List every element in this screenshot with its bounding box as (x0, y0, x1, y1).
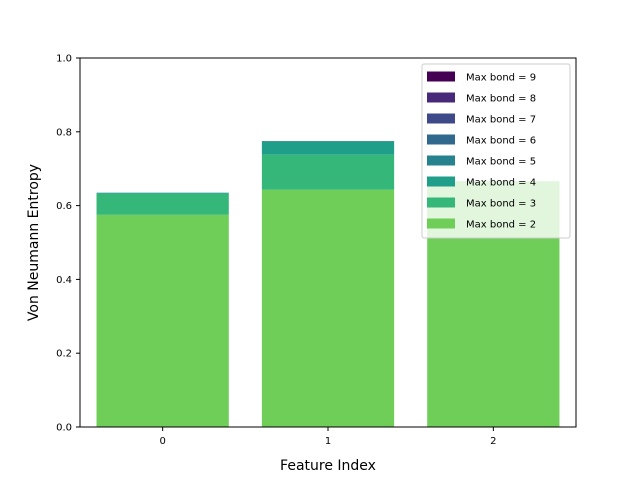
y-axis-label: Von Neumann Entropy (26, 164, 42, 321)
y-axis-ticks: 0.0 0.2 0.4 0.6 0.8 1.0 (56, 54, 80, 434)
legend-entry-label: Max bond = 9 (466, 73, 536, 84)
bar-segment (96, 193, 229, 215)
bar-segment (96, 192, 229, 194)
legend-box (421, 63, 571, 239)
legend-swatch (427, 113, 455, 124)
legend-swatch (427, 176, 455, 187)
y-tick-label: 0.0 (56, 423, 72, 434)
y-tick-label: 0.8 (56, 127, 72, 138)
legend-swatch (427, 218, 455, 229)
legend-entry-label: Max bond = 5 (466, 157, 536, 168)
legend-entry-label: Max bond = 6 (466, 136, 536, 147)
bar-segment (261, 141, 395, 142)
plot-frame (79, 57, 577, 428)
legend-swatch (427, 155, 455, 166)
legend-swatch (427, 134, 455, 145)
legend-entry-label: Max bond = 7 (466, 115, 536, 126)
bar-segment (261, 141, 395, 155)
bar-segment (96, 214, 229, 427)
y-tick-label: 0.4 (56, 275, 72, 286)
x-tick-label: 1 (325, 436, 331, 447)
legend-swatch (427, 71, 455, 82)
x-tick-label: 0 (159, 436, 165, 447)
x-axis-label: Feature Index (280, 458, 376, 474)
bar-segment (261, 154, 395, 190)
y-tick-label: 0.2 (56, 349, 72, 360)
legend-swatch (427, 92, 455, 103)
bar-segment (261, 189, 395, 427)
legend-entry-label: Max bond = 3 (466, 199, 536, 210)
legend-entry-label: Max bond = 8 (466, 94, 536, 105)
legend-entry-label: Max bond = 2 (466, 220, 536, 231)
x-tick-label: 2 (490, 436, 496, 447)
x-axis-ticks: 0 1 2 (159, 427, 497, 447)
legend-swatch (427, 197, 455, 208)
y-tick-label: 0.6 (56, 201, 72, 212)
y-tick-label: 1.0 (56, 54, 72, 65)
legend: Max bond = 9 Max bond = 8 Max bond = 7 Max … (421, 63, 571, 239)
legend-entry-label: Max bond = 4 (466, 178, 536, 189)
